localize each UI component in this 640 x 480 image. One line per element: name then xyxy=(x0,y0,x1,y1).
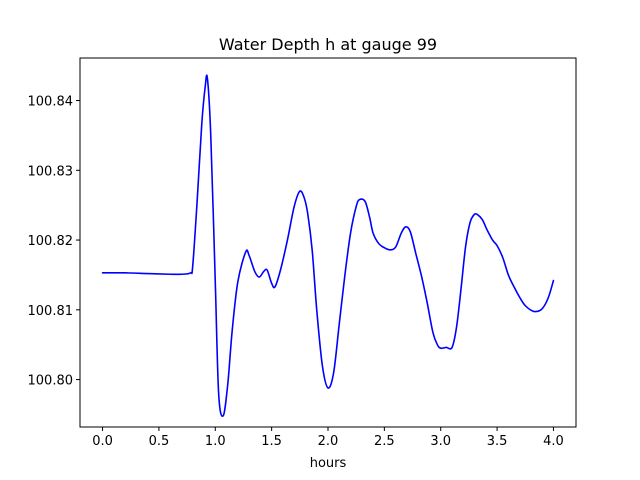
x-tick-label: 3.5 xyxy=(487,434,508,449)
x-tick-label: 1.5 xyxy=(261,434,282,449)
x-tick-label: 3.0 xyxy=(430,434,451,449)
y-tick-label: 100.81 xyxy=(28,304,74,319)
y-axis-ticks: 100.80 100.81 100.82 100.83 100.84 xyxy=(28,95,80,389)
x-axis-label: hours xyxy=(310,456,347,471)
x-tick-label: 1.0 xyxy=(205,434,226,449)
series-line xyxy=(101,74,555,417)
x-axis-ticks: 0.0 0.5 1.0 1.5 2.0 2.5 3.0 3.5 4.0 xyxy=(92,427,564,449)
x-tick-label: 4.0 xyxy=(543,434,564,449)
y-tick-label: 100.83 xyxy=(28,164,74,179)
x-tick-label: 2.5 xyxy=(374,434,395,449)
y-tick-label: 100.84 xyxy=(28,95,74,110)
chart-title: Water Depth h at gauge 99 xyxy=(219,35,437,54)
x-tick-label: 2.0 xyxy=(318,434,339,449)
series-layer xyxy=(101,74,555,417)
x-tick-label: 0.0 xyxy=(92,434,113,449)
x-tick-label: 0.5 xyxy=(149,434,170,449)
y-tick-label: 100.80 xyxy=(28,374,74,389)
y-tick-label: 100.82 xyxy=(28,234,74,249)
